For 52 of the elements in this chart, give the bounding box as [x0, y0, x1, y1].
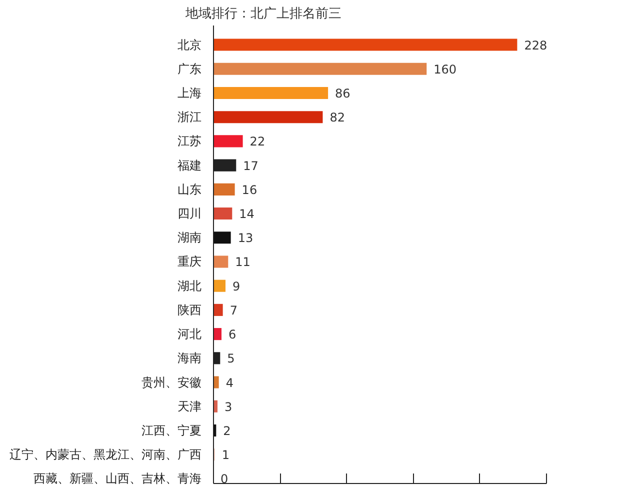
y-tick-label: 上海: [178, 86, 202, 100]
y-tick-label: 福建: [178, 158, 202, 172]
bar: [214, 183, 235, 196]
y-tick-label: 湖北: [178, 278, 202, 293]
bar: [214, 376, 219, 388]
y-tick-label: 湖南: [178, 230, 202, 245]
data-label: 2: [223, 424, 231, 438]
data-label: 1: [222, 448, 230, 462]
data-label: 14: [239, 207, 254, 222]
y-tick-label: 海南: [178, 351, 202, 366]
data-label: 7: [230, 303, 238, 318]
bar: [214, 38, 518, 51]
y-tick-label: 辽宁、内蒙古、黑龙江、河南、广西: [10, 448, 202, 462]
bar: [214, 256, 228, 268]
data-label: 4: [226, 376, 234, 390]
bar: [214, 111, 323, 124]
y-tick-label: 江西、宁夏: [142, 423, 202, 438]
y-tick-label: 北京: [178, 38, 202, 52]
y-tick-label: 江苏: [178, 134, 202, 148]
bar: [214, 328, 222, 340]
bar: [214, 280, 226, 292]
y-tick-label: 山东: [178, 182, 202, 196]
y-tick-label: 西藏、新疆、山西、吉林、青海: [34, 472, 202, 486]
bar: [214, 86, 328, 100]
data-label: 13: [238, 231, 254, 246]
y-tick-label: 四川: [178, 206, 202, 221]
bar: [214, 135, 243, 148]
bar: [214, 207, 232, 220]
bar: [214, 304, 223, 316]
data-label: 9: [232, 279, 240, 294]
data-label: 11: [235, 255, 250, 270]
data-label: 160: [434, 62, 457, 76]
data-label: 0: [220, 472, 228, 486]
data-label: 6: [228, 328, 236, 342]
data-label: 17: [243, 158, 258, 173]
y-tick-label: 天津: [178, 399, 202, 414]
data-label: 3: [224, 400, 232, 414]
y-tick-label: 重庆: [178, 254, 202, 269]
data-label: 5: [227, 352, 235, 366]
data-label: 86: [335, 86, 350, 100]
data-label: 82: [330, 110, 346, 125]
chart-title: 地域排行：北广上排名前三: [184, 6, 342, 22]
data-label: 16: [242, 182, 258, 197]
y-tick-label: 贵州、安徽: [142, 375, 202, 390]
y-tick-label: 广东: [178, 62, 202, 76]
y-tick-label: 陕西: [178, 302, 202, 317]
data-label: 228: [524, 38, 548, 52]
y-tick-label: 浙江: [178, 110, 202, 124]
bar: [214, 232, 231, 244]
bar: [214, 62, 427, 75]
data-label: 22: [250, 134, 266, 149]
y-tick-label: 河北: [178, 327, 202, 342]
